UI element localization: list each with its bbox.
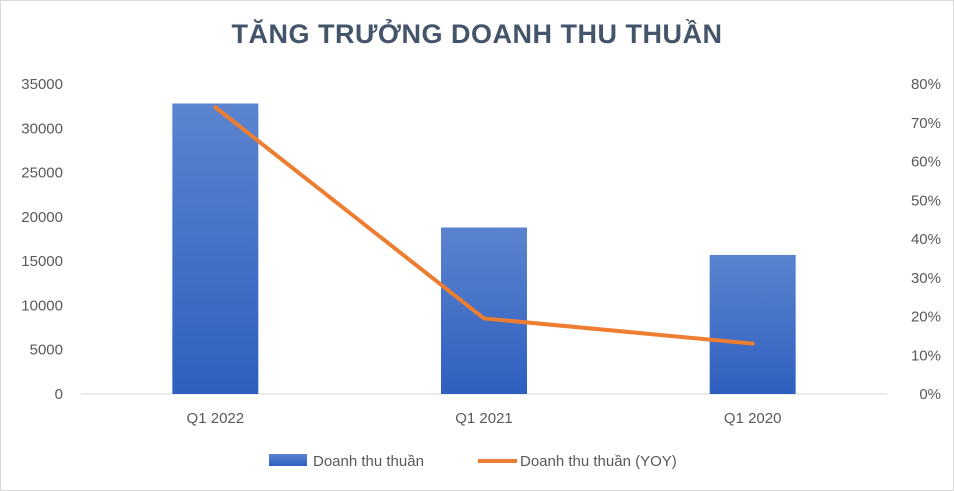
y-left-tick-label: 0	[55, 386, 63, 403]
x-tick-label: Q1 2021	[455, 410, 513, 427]
x-tick-label: Q1 2022	[187, 410, 245, 427]
bar	[441, 227, 527, 394]
y-left-tick-label: 20000	[21, 209, 63, 226]
chart-title: TĂNG TRƯỞNG DOANH THU THUẦN	[231, 19, 723, 49]
y-right-tick-label: 60%	[911, 154, 941, 171]
bar	[172, 103, 259, 394]
legend-swatch-bar	[269, 454, 307, 466]
y-right-tick-label: 0%	[919, 386, 941, 403]
bar	[709, 254, 796, 394]
y-left-tick-label: 25000	[21, 165, 63, 182]
y-right-tick-label: 20%	[911, 309, 941, 326]
y-right-tick-label: 50%	[911, 192, 941, 209]
y-left-tick-label: 30000	[21, 120, 63, 137]
y-right-tick-label: 70%	[911, 115, 941, 132]
y-right-tick-label: 10%	[911, 347, 941, 364]
x-tick-label: Q1 2020	[724, 410, 782, 427]
y-right-tick-label: 30%	[911, 270, 941, 287]
y-left-tick-label: 10000	[21, 297, 63, 314]
y-right-tick-label: 80%	[911, 76, 941, 93]
legend-label-bar: Doanh thu thuần	[313, 453, 424, 470]
y-left-tick-label: 35000	[21, 76, 63, 93]
y-right-tick-label: 40%	[911, 231, 941, 248]
y-left-tick-label: 5000	[30, 342, 63, 359]
legend-label-line: Doanh thu thuần (YOY)	[520, 453, 677, 470]
y-left-tick-label: 15000	[21, 253, 63, 270]
